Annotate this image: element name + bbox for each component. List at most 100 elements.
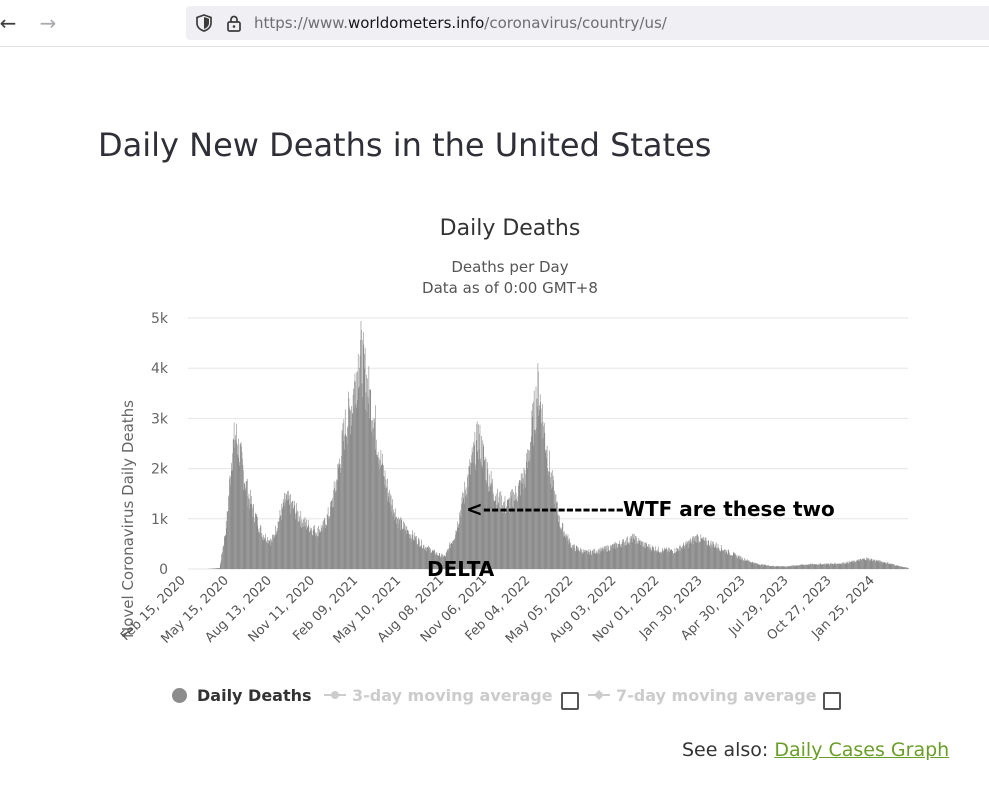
bar-daily-deaths[interactable] <box>596 551 597 569</box>
bar-daily-deaths[interactable] <box>306 519 307 569</box>
bar-daily-deaths[interactable] <box>862 558 863 569</box>
bar-daily-deaths[interactable] <box>232 453 234 569</box>
bar-daily-deaths[interactable] <box>682 544 684 569</box>
bar-daily-deaths[interactable] <box>768 565 770 569</box>
bar-daily-deaths[interactable] <box>903 567 905 569</box>
bar-daily-deaths[interactable] <box>760 565 761 569</box>
bar-daily-deaths[interactable] <box>416 535 417 569</box>
bar-daily-deaths[interactable] <box>673 553 674 569</box>
bar-daily-deaths[interactable] <box>896 565 898 569</box>
bar-daily-deaths[interactable] <box>595 553 597 569</box>
bar-daily-deaths[interactable] <box>813 564 814 569</box>
bar-daily-deaths[interactable] <box>555 511 556 569</box>
bar-daily-deaths[interactable] <box>571 547 572 569</box>
bar-daily-deaths[interactable] <box>851 561 852 569</box>
bar-daily-deaths[interactable] <box>323 520 324 569</box>
bar-daily-deaths[interactable] <box>534 429 536 569</box>
bar-daily-deaths[interactable] <box>550 477 552 569</box>
bar-daily-deaths[interactable] <box>578 551 580 569</box>
bar-daily-deaths[interactable] <box>265 541 267 569</box>
bar-daily-deaths[interactable] <box>631 535 632 569</box>
bar-daily-deaths[interactable] <box>614 542 616 569</box>
bar-daily-deaths[interactable] <box>550 472 552 569</box>
bar-daily-deaths[interactable] <box>864 558 865 569</box>
bar-daily-deaths[interactable] <box>864 559 866 569</box>
bar-daily-deaths[interactable] <box>734 553 735 569</box>
bar-daily-deaths[interactable] <box>427 546 428 569</box>
bar-daily-deaths[interactable] <box>355 404 357 569</box>
bar-daily-deaths[interactable] <box>734 553 736 569</box>
bar-daily-deaths[interactable] <box>883 563 885 569</box>
bar-daily-deaths[interactable] <box>684 548 685 569</box>
bar-daily-deaths[interactable] <box>285 502 286 569</box>
bar-daily-deaths[interactable] <box>653 551 655 569</box>
bar-daily-deaths[interactable] <box>519 480 521 569</box>
bar-daily-deaths[interactable] <box>535 386 537 569</box>
bar-daily-deaths[interactable] <box>533 390 535 569</box>
bar-daily-deaths[interactable] <box>792 566 794 569</box>
bar-daily-deaths[interactable] <box>665 548 667 569</box>
bar-daily-deaths[interactable] <box>420 545 422 569</box>
bar-daily-deaths[interactable] <box>440 556 442 569</box>
bar-daily-deaths[interactable] <box>552 475 554 569</box>
bar-daily-deaths[interactable] <box>899 566 901 569</box>
bar-daily-deaths[interactable] <box>422 548 423 569</box>
bar-daily-deaths[interactable] <box>392 499 393 569</box>
bar-daily-deaths[interactable] <box>888 563 890 569</box>
bar-daily-deaths[interactable] <box>268 540 269 569</box>
bar-daily-deaths[interactable] <box>635 536 636 569</box>
bar-daily-deaths[interactable] <box>694 537 696 569</box>
bar-daily-deaths[interactable] <box>346 444 348 569</box>
bar-daily-deaths[interactable] <box>534 429 535 569</box>
bar-daily-deaths[interactable] <box>799 564 801 569</box>
bar-daily-deaths[interactable] <box>400 517 402 569</box>
bar-daily-deaths[interactable] <box>458 524 459 569</box>
bar-daily-deaths[interactable] <box>783 566 785 569</box>
bar-daily-deaths[interactable] <box>848 563 849 569</box>
bar-daily-deaths[interactable] <box>641 547 643 569</box>
bar-daily-deaths[interactable] <box>471 447 473 569</box>
bar-daily-deaths[interactable] <box>475 464 477 569</box>
bar-daily-deaths[interactable] <box>215 568 217 569</box>
bar-daily-deaths[interactable] <box>441 554 442 569</box>
bar-daily-deaths[interactable] <box>485 479 486 569</box>
bar-daily-deaths[interactable] <box>488 491 489 569</box>
bar-daily-deaths[interactable] <box>517 496 519 569</box>
bar-daily-deaths[interactable] <box>756 563 758 569</box>
bar-daily-deaths[interactable] <box>596 554 598 569</box>
bar-daily-deaths[interactable] <box>809 564 810 569</box>
bar-daily-deaths[interactable] <box>779 566 781 569</box>
bar-daily-deaths[interactable] <box>249 489 251 569</box>
bar-daily-deaths[interactable] <box>395 517 397 569</box>
bar-daily-deaths[interactable] <box>704 537 706 569</box>
bar-daily-deaths[interactable] <box>849 561 851 569</box>
bar-daily-deaths[interactable] <box>269 541 271 569</box>
bar-daily-deaths[interactable] <box>729 552 730 569</box>
bar-daily-deaths[interactable] <box>510 491 511 569</box>
bar-daily-deaths[interactable] <box>808 563 810 569</box>
bar-daily-deaths[interactable] <box>524 483 525 569</box>
bar-daily-deaths[interactable] <box>868 560 870 569</box>
bar-daily-deaths[interactable] <box>742 560 744 569</box>
bar-daily-deaths[interactable] <box>870 559 872 569</box>
bar-daily-deaths[interactable] <box>275 535 277 569</box>
bar-daily-deaths[interactable] <box>409 535 411 569</box>
bar-daily-deaths[interactable] <box>901 566 903 569</box>
bar-daily-deaths[interactable] <box>314 535 316 569</box>
bar-daily-deaths[interactable] <box>507 498 509 569</box>
bar-daily-deaths[interactable] <box>851 560 853 569</box>
bar-daily-deaths[interactable] <box>746 561 748 569</box>
bar-daily-deaths[interactable] <box>634 544 636 569</box>
bar-daily-deaths[interactable] <box>371 429 373 569</box>
bar-daily-deaths[interactable] <box>875 561 877 569</box>
bar-daily-deaths[interactable] <box>798 565 800 569</box>
bar-daily-deaths[interactable] <box>609 549 611 569</box>
bar-daily-deaths[interactable] <box>280 515 281 569</box>
bar-daily-deaths[interactable] <box>664 549 666 569</box>
bar-daily-deaths[interactable] <box>419 546 421 569</box>
bar-daily-deaths[interactable] <box>848 561 850 569</box>
bar-daily-deaths[interactable] <box>425 550 427 569</box>
bar-daily-deaths[interactable] <box>320 532 321 569</box>
bar-daily-deaths[interactable] <box>576 546 578 569</box>
bar-daily-deaths[interactable] <box>481 436 482 569</box>
